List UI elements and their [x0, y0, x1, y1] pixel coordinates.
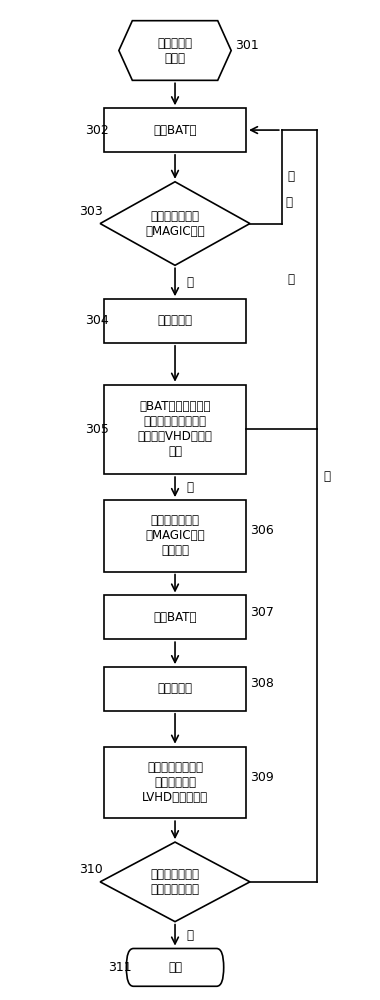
- Text: 303: 303: [79, 205, 103, 218]
- Polygon shape: [119, 21, 231, 80]
- FancyBboxPatch shape: [104, 500, 246, 572]
- Text: 在BAT表中找出偏移
最大的地址，确认该
数据块在VHD文件的
尾部: 在BAT表中找出偏移 最大的地址，确认该 数据块在VHD文件的 尾部: [138, 400, 212, 458]
- Text: 309: 309: [250, 771, 274, 784]
- Text: 否: 否: [285, 196, 293, 209]
- Text: 310: 310: [79, 863, 103, 876]
- Polygon shape: [100, 842, 250, 922]
- FancyBboxPatch shape: [104, 299, 246, 343]
- Text: 在原有最大数据块
加入尾部（非
LVHD需要裁减）: 在原有最大数据块 加入尾部（非 LVHD需要裁减）: [142, 761, 208, 804]
- Text: 暂停虚拟机: 暂停虚拟机: [158, 314, 193, 327]
- Text: 否: 否: [287, 273, 295, 286]
- Text: 打开虚拟磁
盘文件: 打开虚拟磁 盘文件: [158, 37, 193, 65]
- Text: 是: 是: [186, 481, 193, 494]
- Text: 恢复虚拟机: 恢复虚拟机: [158, 682, 193, 695]
- Text: 301: 301: [235, 39, 259, 52]
- FancyBboxPatch shape: [104, 595, 246, 639]
- Text: 是: 是: [186, 276, 193, 289]
- Text: 修改BAT表: 修改BAT表: [153, 611, 197, 624]
- Text: 将最大数据块移
入MAGIC字段
的数据块: 将最大数据块移 入MAGIC字段 的数据块: [145, 514, 205, 557]
- Text: 是: 是: [186, 929, 193, 942]
- Text: 302: 302: [85, 124, 109, 137]
- Text: 305: 305: [85, 423, 109, 436]
- Text: 306: 306: [250, 524, 274, 537]
- Text: 退出: 退出: [168, 961, 182, 974]
- Text: 307: 307: [250, 606, 274, 619]
- Text: 否: 否: [323, 470, 330, 483]
- Text: 扫描BAT表: 扫描BAT表: [153, 124, 197, 137]
- FancyBboxPatch shape: [104, 385, 246, 474]
- Text: 否: 否: [287, 170, 295, 183]
- FancyBboxPatch shape: [104, 667, 246, 711]
- Text: 是否有数据区全
是MAGIC字段: 是否有数据区全 是MAGIC字段: [145, 210, 205, 238]
- Text: 308: 308: [250, 677, 274, 690]
- Text: 是否所有的数据
区已经扫描完成: 是否所有的数据 区已经扫描完成: [150, 868, 200, 896]
- Text: 304: 304: [85, 314, 109, 327]
- FancyBboxPatch shape: [126, 948, 224, 986]
- Text: 311: 311: [108, 961, 131, 974]
- FancyBboxPatch shape: [104, 747, 246, 818]
- Polygon shape: [100, 182, 250, 265]
- FancyBboxPatch shape: [104, 108, 246, 152]
